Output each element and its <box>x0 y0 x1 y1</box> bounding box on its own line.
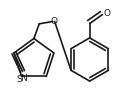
Text: O: O <box>104 9 111 18</box>
Text: S: S <box>16 75 22 84</box>
Text: O: O <box>51 17 58 26</box>
Text: N: N <box>20 74 27 83</box>
